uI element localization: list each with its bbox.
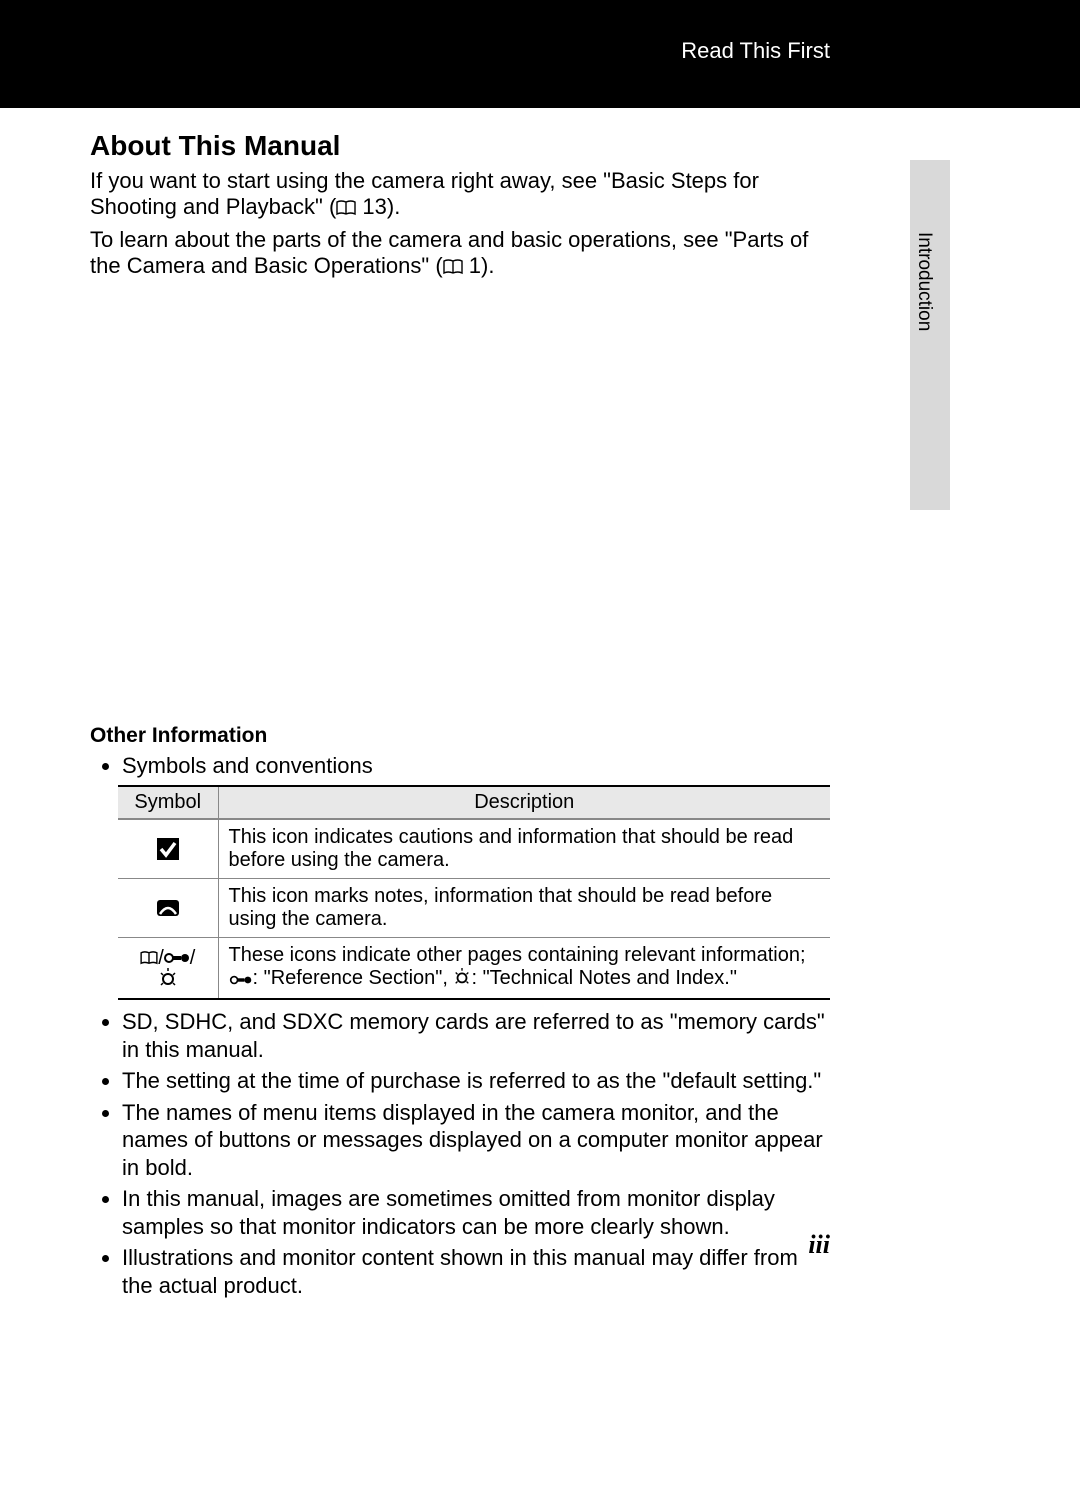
table-row: // These icons indicate other pages cont… <box>118 938 830 1000</box>
table-header-description: Description <box>218 786 830 819</box>
table-row: This icon indicates cautions and informa… <box>118 819 830 879</box>
table-cell-desc: These icons indicate other pages contain… <box>218 938 830 1000</box>
intro-paragraph-1: If you want to start using the camera ri… <box>90 168 830 223</box>
list-item: The setting at the time of purchase is r… <box>122 1067 830 1095</box>
page-header-bar: Read This First <box>0 0 1080 108</box>
list-item: SD, SDHC, and SDXC memory cards are refe… <box>122 1008 830 1063</box>
symbols-table: Symbol Description This icon indicates c… <box>118 785 830 1000</box>
list-item: The names of menu items displayed in the… <box>122 1099 830 1182</box>
list-item: In this manual, images are sometimes omi… <box>122 1185 830 1240</box>
para1-pageref: 13). <box>356 194 400 219</box>
table-row: This icon marks notes, information that … <box>118 879 830 938</box>
book-icon <box>336 196 356 222</box>
other-info-heading: Other Information <box>90 724 830 748</box>
note-icon <box>118 879 218 938</box>
row3-desc-b: : "Reference Section", <box>253 967 454 989</box>
list-item: Illustrations and monitor content shown … <box>122 1244 830 1299</box>
side-tab <box>910 160 950 510</box>
table-cell-desc: This icon indicates cautions and informa… <box>218 819 830 879</box>
bullet-symbols-intro: Symbols and conventions <box>122 752 830 780</box>
para1-text-a: If you want to start using the camera ri… <box>90 168 759 219</box>
table-cell-desc: This icon marks notes, information that … <box>218 879 830 938</box>
reference-icons: // <box>118 938 218 1000</box>
book-icon <box>443 255 463 281</box>
para2-pageref: 1). <box>463 253 495 278</box>
header-title: Read This First <box>681 38 830 64</box>
table-header-symbol: Symbol <box>118 786 218 819</box>
row3-desc-c: : "Technical Notes and Index." <box>471 967 736 989</box>
sun-icon <box>453 968 471 992</box>
section-heading: About This Manual <box>90 130 830 162</box>
caution-icon <box>118 819 218 879</box>
key-icon <box>229 969 253 992</box>
row3-desc-a: These icons indicate other pages contain… <box>229 944 806 966</box>
intro-paragraph-2: To learn about the parts of the camera a… <box>90 227 830 282</box>
side-tab-label: Introduction <box>913 232 935 331</box>
page-number: iii <box>808 1230 830 1260</box>
